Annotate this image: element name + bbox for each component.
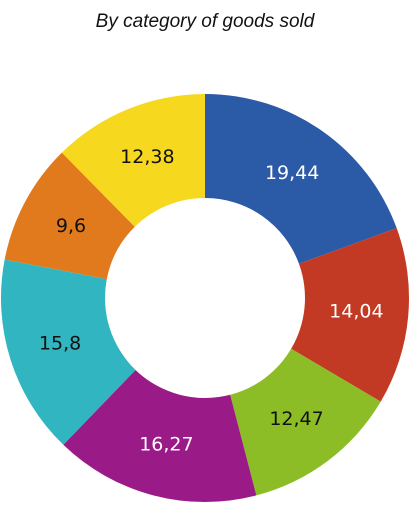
- donut-slice: [1, 259, 136, 445]
- chart-title: By category of goods sold: [96, 11, 316, 32]
- donut-slice: [4, 152, 135, 280]
- donut-slice: [205, 94, 397, 264]
- value-label: 16,27: [139, 434, 193, 456]
- donut-slice: [61, 94, 206, 227]
- value-label: 9,6: [56, 215, 86, 237]
- donut-slice: [63, 369, 257, 503]
- value-label: 14,04: [329, 300, 383, 322]
- value-label: 12,38: [120, 146, 174, 168]
- value-label: 19,44: [265, 162, 319, 184]
- donut-slice: [291, 228, 409, 402]
- value-label: 12,47: [269, 408, 323, 430]
- donut-slice: [230, 348, 381, 496]
- value-label: 15,8: [39, 332, 81, 354]
